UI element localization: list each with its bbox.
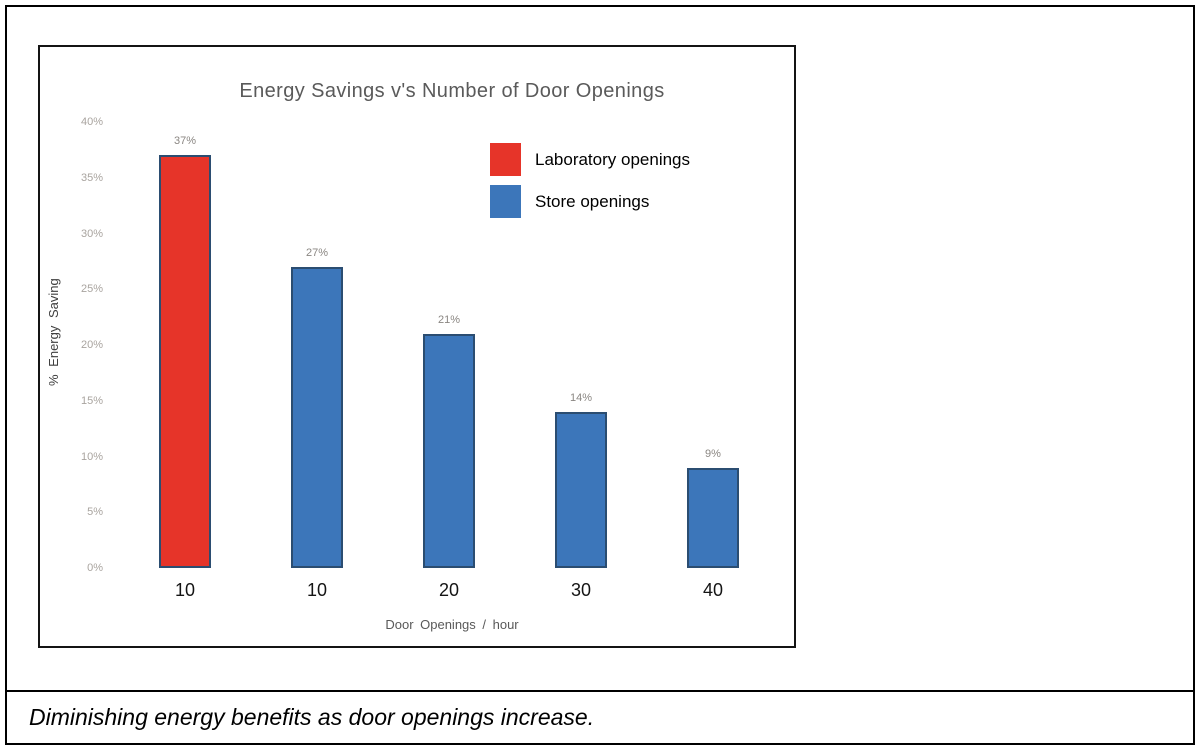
laboratory-swatch: [490, 143, 521, 176]
bar-store: [687, 467, 739, 568]
legend-label: Store openings: [535, 191, 650, 211]
store-swatch: [490, 185, 521, 218]
bar-value-label: 21%: [437, 313, 461, 326]
y-tick-label: 25%: [80, 283, 103, 296]
legend-entry-store: Store openings: [490, 185, 690, 218]
legend: Laboratory openings Store openings: [490, 143, 690, 218]
figure-caption: Diminishing energy benefits as door open…: [29, 704, 595, 730]
caption-strip: Diminishing energy benefits as door open…: [7, 690, 1193, 743]
y-tick-label: 5%: [87, 506, 103, 519]
x-category-label: 40: [702, 580, 724, 600]
legend-entry-laboratory: Laboratory openings: [490, 143, 690, 176]
x-category-label: 10: [306, 580, 328, 600]
y-tick-label: 30%: [80, 227, 103, 240]
bar-value-label: 9%: [705, 447, 721, 460]
chart-area: Energy Savings v's Number of Door Openin…: [40, 47, 794, 646]
y-tick-label: 10%: [80, 450, 103, 463]
chart-title: Energy Savings v's Number of Door Openin…: [239, 80, 665, 102]
bar-value-label: 27%: [305, 246, 329, 259]
figure-frame: Energy Savings v's Number of Door Openin…: [5, 5, 1195, 745]
y-tick-label: 35%: [80, 171, 103, 184]
bar-value-label: 37%: [173, 135, 197, 148]
y-tick-label: 15%: [80, 394, 103, 407]
y-tick-label: 0%: [87, 562, 103, 574]
x-category-label: 20: [438, 580, 460, 600]
y-tick-label: 20%: [80, 339, 103, 351]
bar-store: [423, 333, 475, 568]
y-tick-label: 40%: [80, 116, 103, 128]
bar-store: [291, 266, 343, 568]
x-category-label: 10: [174, 580, 196, 600]
bar-store: [555, 411, 607, 568]
legend-label: Laboratory openings: [535, 149, 691, 169]
bar-value-label: 14%: [569, 391, 593, 404]
chart-box: Energy Savings v's Number of Door Openin…: [38, 45, 796, 648]
x-axis-title: Door Openings / hour: [385, 617, 519, 632]
x-category-label: 30: [570, 580, 592, 600]
bar-laboratory: [159, 155, 211, 568]
